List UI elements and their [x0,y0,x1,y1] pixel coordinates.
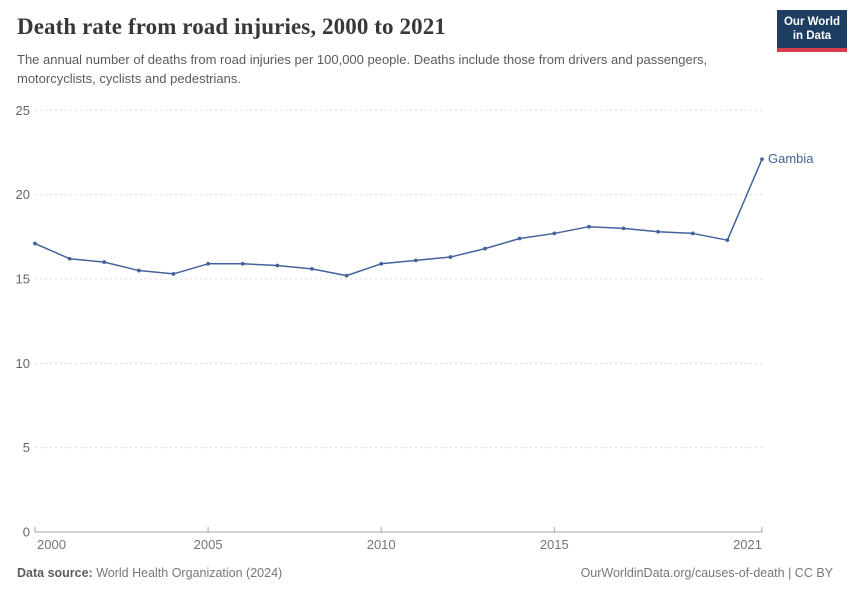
x-axis-tick-label: 2010 [367,537,396,552]
chart-footer: Data source: World Health Organization (… [17,566,833,580]
owid-logo-line1: Our World [783,16,840,28]
x-axis-tick-label: 2015 [540,537,569,552]
data-source-value: World Health Organization (2024) [92,566,283,580]
data-point[interactable] [760,157,764,162]
x-axis-tick-label: 2000 [37,537,66,552]
data-point[interactable] [67,256,72,261]
data-point[interactable] [310,266,314,271]
y-axis-tick-label: 10 [16,356,30,371]
y-axis-tick-label: 25 [16,103,30,118]
data-point[interactable] [379,261,384,266]
owid-logo[interactable]: Our World in Data [777,10,847,52]
chart-subtitle: The annual number of deaths from road in… [17,52,708,86]
data-point[interactable] [171,272,176,276]
y-axis-tick-label: 5 [23,440,30,455]
data-point[interactable] [136,268,141,273]
chart-title: Death rate from road injuries, 2000 to 2… [17,14,446,39]
data-point[interactable] [102,260,107,265]
series-line[interactable] [34,158,763,277]
x-axis-tick-label: 2005 [194,537,223,552]
data-point[interactable] [621,226,626,231]
data-point[interactable] [552,231,557,236]
data-source: Data source: World Health Organization (… [17,566,282,580]
data-point[interactable] [656,229,661,234]
data-point[interactable] [587,224,591,229]
y-axis-tick-label: 0 [23,525,30,540]
data-point[interactable] [413,258,418,263]
data-point[interactable] [725,238,730,243]
owid-logo-line2: in Data [792,29,832,42]
y-axis-tick-label: 20 [16,187,30,202]
series-end-label[interactable]: Gambia [768,151,814,166]
data-point[interactable] [206,261,210,266]
attribution-link[interactable]: OurWorldinData.org/causes-of-death | CC … [580,566,833,580]
data-point[interactable] [344,273,349,278]
data-point[interactable] [275,263,280,268]
data-point[interactable] [240,261,245,266]
data-point[interactable] [483,246,487,251]
data-point[interactable] [448,255,453,259]
data-point[interactable] [690,231,695,236]
data-point[interactable] [33,241,37,246]
y-axis-tick-label: 15 [16,271,30,286]
data-point[interactable] [517,236,522,241]
data-source-label: Data source: [17,566,93,580]
x-axis-tick-label: 2021 [733,537,762,552]
